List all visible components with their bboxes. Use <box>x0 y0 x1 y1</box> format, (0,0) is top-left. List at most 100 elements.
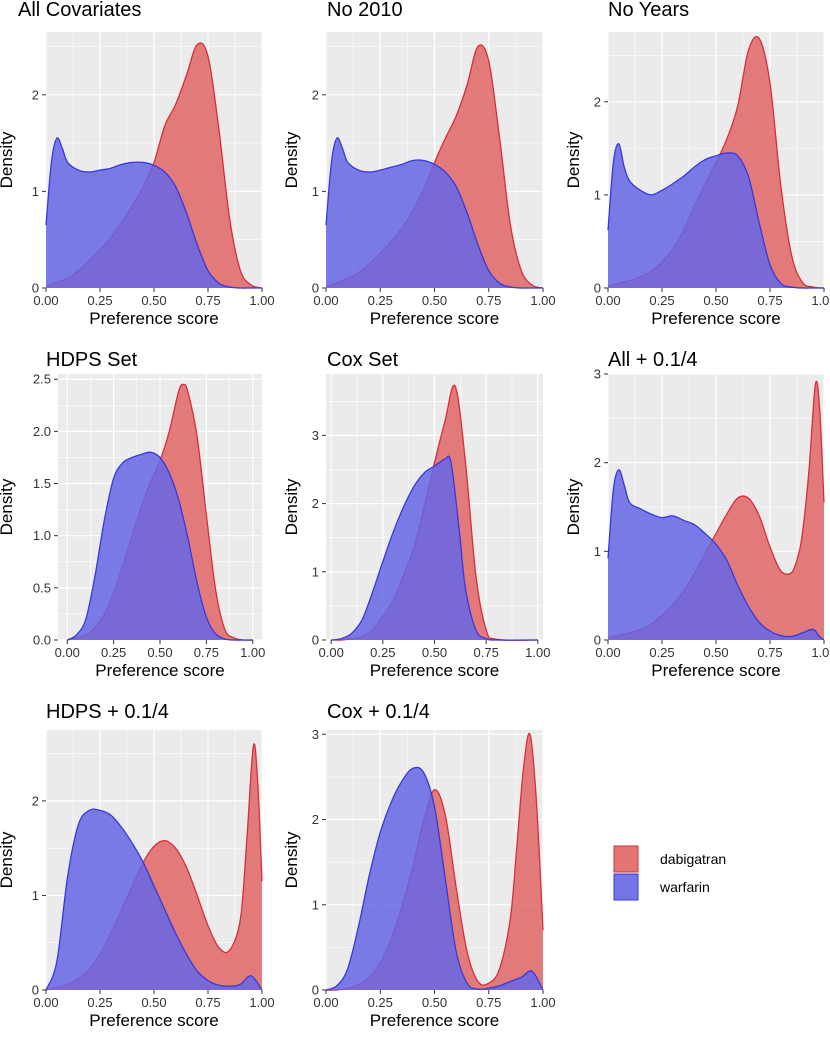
legend-swatch-warfarin <box>613 873 639 901</box>
x-tick-label: 0.75 <box>195 995 220 1010</box>
x-tick-label: 0.25 <box>368 995 393 1010</box>
y-tick-label: 1.5 <box>33 476 51 491</box>
warfarin-density-line <box>45 808 263 991</box>
density-panel: All Covariates 0.00 0.25 0.50 0.75 1.00 0 1 2 Pre… <box>0 0 275 328</box>
x-tick-label: 0.50 <box>141 995 166 1010</box>
x-tick-label: 0.50 <box>422 645 447 660</box>
panel-title: Cox + 0.1/4 <box>327 701 430 723</box>
y-axis-label: Density <box>564 131 583 188</box>
y-tick-label: 0 <box>312 633 319 648</box>
x-tick-label: 0.00 <box>595 293 620 308</box>
warfarin-density-line <box>607 469 825 641</box>
x-axis-label: Preference score <box>370 309 499 328</box>
x-axis-label: Preference score <box>370 661 499 680</box>
x-axis-label: Preference score <box>651 309 780 328</box>
x-tick-label: 0.25 <box>87 995 112 1010</box>
y-tick-label: 1 <box>594 187 601 202</box>
x-tick-label: 1.00 <box>249 293 274 308</box>
x-tick-label: 1.00 <box>249 995 274 1010</box>
x-tick-label: 0.50 <box>422 995 447 1010</box>
y-tick-label: 1 <box>32 184 39 199</box>
y-axis-label: Density <box>282 131 301 188</box>
y-tick-label: 3 <box>594 367 601 382</box>
x-tick-label: 1.00 <box>811 645 830 660</box>
y-tick-label: 1 <box>312 564 319 579</box>
warfarin-density-line <box>325 766 544 991</box>
y-axis-label: Density <box>282 831 301 888</box>
x-tick-label: 0.25 <box>368 293 393 308</box>
x-tick-label: 0.25 <box>101 645 126 660</box>
x-tick-label: 0.00 <box>55 645 80 660</box>
y-tick-label: 1 <box>312 897 319 912</box>
warfarin-density-area <box>326 767 543 990</box>
x-axis-label: Preference score <box>370 1011 499 1030</box>
warfarin-density-line <box>331 455 538 641</box>
x-tick-label: 0.50 <box>147 645 172 660</box>
x-axis-label: Preference score <box>89 1011 218 1030</box>
panel-title: Cox Set <box>327 349 399 371</box>
warfarin-density-area <box>608 143 824 289</box>
x-tick-label: 0.25 <box>649 293 674 308</box>
x-tick-label: 1.00 <box>530 293 555 308</box>
dabigatran-density-area <box>608 381 824 640</box>
x-axis-label: Preference score <box>651 661 780 680</box>
y-tick-label: 1 <box>312 184 319 199</box>
density-panel: Cox + 0.1/4 0.00 0.25 0.50 0.75 1.00 0 1 2 3 Prefe… <box>282 701 556 1030</box>
x-tick-label: 0.75 <box>195 293 220 308</box>
x-tick-label: 0.75 <box>474 645 499 660</box>
y-tick-label: 3 <box>312 428 319 443</box>
warfarin-density-area <box>67 452 253 641</box>
y-axis-label: Density <box>0 831 16 888</box>
y-tick-label: 2 <box>32 87 39 102</box>
y-axis-label: Density <box>0 478 16 535</box>
x-tick-label: 1.00 <box>811 293 830 308</box>
density-panel: No Years 0.00 0.25 0.50 0.75 1.00 0 1 2 Preferenc… <box>564 0 830 328</box>
y-axis-label: Density <box>282 478 301 535</box>
y-axis-label: Density <box>0 131 16 188</box>
x-tick-label: 0.50 <box>141 293 166 308</box>
y-tick-label: 0 <box>32 281 39 296</box>
x-tick-label: 1.00 <box>530 995 555 1010</box>
warfarin-density-area <box>331 456 538 641</box>
legend-swatch-dabigatran <box>613 845 639 873</box>
x-tick-label: 0.25 <box>370 645 395 660</box>
y-tick-label: 2.5 <box>33 372 51 387</box>
x-tick-label: 0.00 <box>313 995 338 1010</box>
dabigatran-density-area <box>608 36 824 289</box>
density-panel: No 2010 0.00 0.25 0.50 0.75 1.00 0 1 2 Preference… <box>282 0 556 328</box>
x-tick-label: 0.00 <box>319 645 344 660</box>
panel-title: All + 0.1/4 <box>608 349 698 371</box>
warfarin-density-line <box>66 451 253 641</box>
y-tick-label: 0 <box>594 633 601 648</box>
x-tick-label: 1.00 <box>240 645 265 660</box>
legend-label-warfarin: warfarin <box>659 879 710 895</box>
y-tick-label: 2 <box>312 812 319 827</box>
y-tick-label: 0.0 <box>33 633 51 648</box>
panel-title: All Covariates <box>18 0 141 21</box>
x-tick-label: 0.75 <box>476 293 501 308</box>
warfarin-density-line <box>607 143 824 289</box>
warfarin-density-line <box>325 137 543 289</box>
warfarin-density-area <box>46 809 262 990</box>
warfarin-density-area <box>608 469 824 640</box>
x-tick-label: 0.00 <box>313 293 338 308</box>
y-tick-label: 0 <box>32 983 39 998</box>
y-tick-label: 0.5 <box>33 580 51 595</box>
y-tick-label: 0 <box>312 983 319 998</box>
y-tick-label: 3 <box>312 727 319 742</box>
x-tick-label: 0.25 <box>87 293 112 308</box>
warfarin-density-area <box>326 137 543 289</box>
legend: dabigatran warfarin <box>613 845 726 901</box>
x-tick-label: 0.75 <box>194 645 219 660</box>
x-tick-label: 0.75 <box>757 645 782 660</box>
y-tick-label: 1 <box>32 888 39 903</box>
x-tick-label: 0.50 <box>422 293 447 308</box>
density-panel: HDPS Set 0.00 0.25 0.50 0.75 1.00 0.0 0.5 1.0 1.5… <box>0 349 265 680</box>
y-tick-label: 2 <box>312 496 319 511</box>
panel-title: No 2010 <box>327 0 403 21</box>
panel-title: HDPS Set <box>46 349 138 371</box>
panel-title: HDPS + 0.1/4 <box>46 701 169 723</box>
x-tick-label: 0.00 <box>595 645 620 660</box>
y-tick-label: 0 <box>312 281 319 296</box>
x-tick-label: 0.75 <box>476 995 501 1010</box>
